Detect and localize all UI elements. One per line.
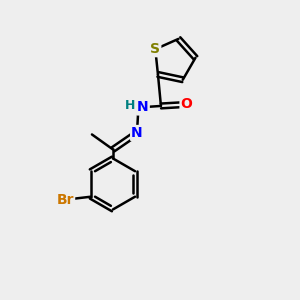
Text: N: N xyxy=(137,100,149,115)
Text: Br: Br xyxy=(57,193,74,207)
Text: O: O xyxy=(181,98,192,112)
Text: N: N xyxy=(131,126,143,140)
Text: S: S xyxy=(150,42,160,56)
Text: H: H xyxy=(125,99,135,112)
